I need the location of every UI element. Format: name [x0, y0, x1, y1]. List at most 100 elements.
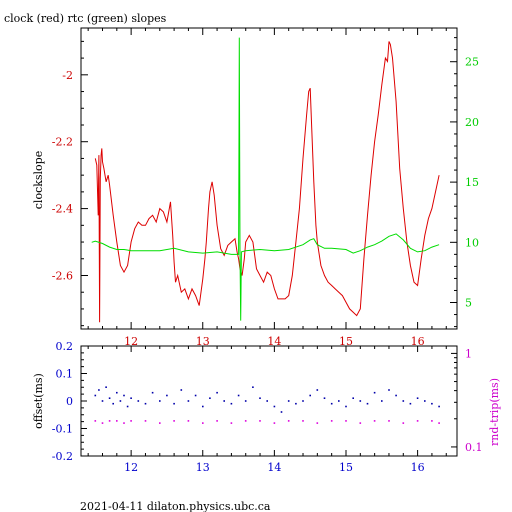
slopes-y-label: clockslope — [32, 151, 45, 209]
rndtrip-point — [316, 422, 319, 424]
offset-point — [119, 400, 122, 402]
offset-point — [381, 400, 383, 402]
offset-point — [151, 391, 154, 394]
offset-point — [108, 397, 111, 399]
rndtrip-point — [302, 420, 304, 422]
rndtrip-point — [259, 420, 261, 422]
offset-y-label: offset(ms) — [32, 373, 45, 429]
offset-point — [330, 402, 333, 405]
offset-point — [302, 400, 304, 402]
rndtrip-point — [373, 420, 376, 422]
offset-point — [144, 402, 147, 405]
offset-point — [209, 397, 211, 399]
offset-point — [166, 394, 168, 397]
rndtrip-point — [359, 422, 362, 424]
rndtrip-point — [144, 420, 147, 422]
y-tick-label: -0.2 — [52, 450, 73, 463]
rndtrip-point — [94, 420, 97, 422]
offset-point — [416, 397, 419, 399]
offset-point — [309, 394, 311, 397]
rndtrip-point — [416, 420, 419, 422]
offset-point — [180, 389, 183, 391]
rndtrip-point — [108, 420, 111, 422]
y2-tick-label: 25 — [465, 56, 479, 69]
offset-point — [338, 400, 340, 402]
x-tick-label: 16 — [411, 335, 425, 348]
y-tick-label: -2.2 — [52, 136, 73, 149]
rndtrip-point — [273, 422, 276, 424]
offset-point — [159, 400, 161, 402]
y-tick-label: 0.2 — [56, 340, 74, 353]
y2-tick-label: 15 — [465, 176, 479, 189]
offset-point — [352, 397, 354, 399]
rndtrip-point — [101, 422, 104, 424]
rndtrip-point — [244, 420, 247, 422]
y-tick-label: 0.1 — [56, 368, 74, 381]
rndtrip-point — [159, 422, 161, 424]
x-tick-label: 14 — [267, 461, 281, 474]
offset-point — [359, 400, 362, 402]
offset-point — [366, 402, 369, 405]
offset-point — [237, 394, 240, 397]
rndtrip-points — [94, 420, 440, 424]
x-tick-label: 14 — [267, 335, 281, 348]
offset-point — [295, 402, 297, 405]
x-tick-label: 15 — [339, 461, 353, 474]
offset-point — [123, 394, 125, 397]
offset-point — [173, 402, 175, 405]
offset-point — [126, 405, 129, 408]
offset-point — [266, 400, 268, 402]
rndtrip-point — [130, 420, 132, 422]
rtc-series-line — [91, 37, 440, 321]
x-tick-label: 12 — [124, 461, 138, 474]
offset-point — [105, 386, 107, 388]
offset-point — [202, 405, 204, 408]
rndtrip-point — [116, 420, 118, 422]
slopes-frame — [80, 27, 458, 330]
y2-tick-label: 1 — [465, 347, 472, 360]
offset-point — [194, 394, 197, 397]
y2-tick-label: 5 — [465, 297, 472, 310]
offset-point — [273, 405, 276, 408]
footer-text: 2021-04-11 dilaton.physics.ubc.ca — [80, 500, 271, 512]
y-tick-label: -2.6 — [52, 269, 73, 282]
offset-point — [216, 391, 218, 394]
offset-points — [94, 386, 440, 413]
rndtrip-point — [345, 420, 347, 422]
clock-series-line — [94, 41, 440, 323]
offset-point — [424, 400, 426, 402]
rndtrip-point — [287, 420, 290, 422]
offset-point — [230, 402, 233, 405]
offset-point — [373, 391, 376, 394]
rndtrip-point — [123, 422, 125, 424]
chart-title: clock (red) rtc (green) slopes — [4, 12, 167, 25]
rndtrip-point — [202, 422, 204, 424]
offset-point — [431, 402, 433, 405]
offset-point — [98, 389, 100, 391]
x-tick-label: 16 — [411, 461, 425, 474]
offset-point — [244, 400, 247, 402]
offset-point — [287, 400, 290, 402]
rndtrip-point — [438, 422, 440, 424]
x-tick-label: 13 — [196, 335, 210, 348]
y-tick-label: -2.4 — [52, 203, 73, 216]
rndtrip-point — [230, 422, 233, 424]
offset-point — [395, 394, 397, 397]
rndtrip-point — [388, 420, 390, 422]
y2-tick-label: 20 — [465, 116, 479, 129]
offset-panel: 12 13 14 15 16 0.2 0.1 0 -0.1 -0.2 1 0.1 offset(ms)… — [32, 340, 501, 474]
offset-frame — [80, 345, 458, 457]
rndtrip-y-label: rnd-trip(ms) — [488, 378, 501, 446]
y2-tick-label: 0.1 — [465, 441, 483, 454]
offset-point — [402, 400, 405, 402]
offset-point — [388, 389, 390, 391]
x-tick-label: 15 — [339, 335, 353, 348]
offset-point — [116, 391, 118, 394]
offset-point — [94, 394, 97, 397]
rndtrip-point — [216, 420, 218, 422]
y-tick-label: 0 — [66, 395, 73, 408]
rndtrip-point — [330, 420, 333, 422]
offset-point — [223, 400, 225, 402]
x-tick-label: 13 — [196, 461, 210, 474]
